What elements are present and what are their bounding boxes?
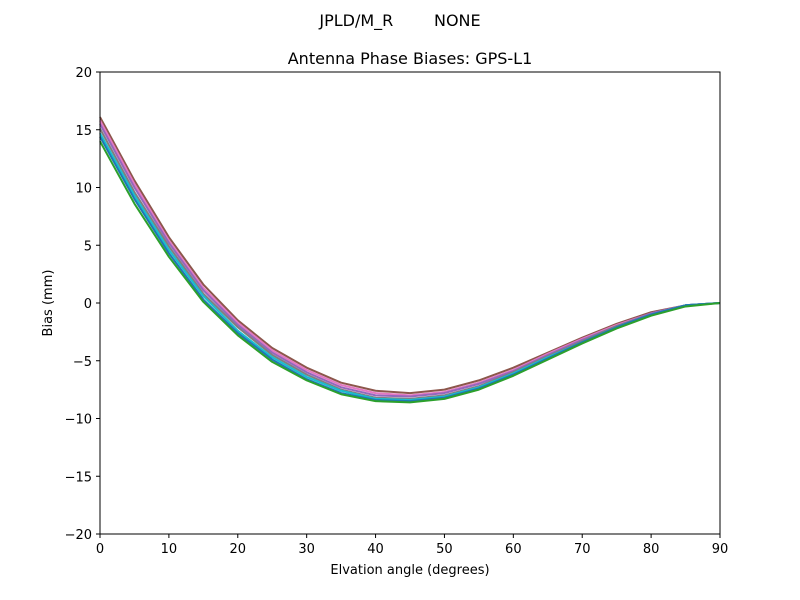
x-tick-label: 0 (96, 542, 104, 557)
y-axis-ticks: −20 −15 −10 −5 0 5 10 15 20 (65, 66, 100, 543)
x-tick-label: 30 (298, 542, 315, 557)
series-line-1 (99, 116, 721, 395)
y-tick-label: −5 (73, 355, 92, 370)
figure-suptitle: JPLD/M_R NONE (318, 11, 480, 31)
x-axis-ticks: 0 10 20 30 40 50 60 70 80 90 (96, 534, 728, 557)
series-layer (99, 116, 721, 404)
x-tick-label: 60 (505, 542, 522, 557)
y-tick-label: −15 (65, 470, 92, 485)
x-axis-label: Elvation angle (degrees) (330, 563, 489, 578)
y-axis-label: Bias (mm) (41, 270, 56, 337)
series-line-2 (99, 120, 721, 397)
x-tick-label: 70 (574, 542, 591, 557)
plot-frame (99, 71, 721, 535)
y-tick-label: −10 (65, 413, 92, 428)
y-tick-label: 20 (75, 66, 92, 81)
x-tick-label: 50 (436, 542, 453, 557)
y-tick-label: 10 (75, 182, 92, 197)
y-tick-label: 15 (75, 124, 92, 139)
y-tick-label: −20 (65, 528, 92, 543)
x-tick-label: 80 (643, 542, 660, 557)
x-tick-label: 10 (161, 542, 178, 557)
series-line-3 (99, 123, 721, 398)
x-tick-label: 90 (712, 542, 729, 557)
series-line-5 (99, 132, 721, 402)
series-line-4 (99, 128, 721, 400)
x-tick-label: 40 (367, 542, 384, 557)
chart-title: Antenna Phase Biases: GPS-L1 (288, 49, 533, 68)
series-line-7 (99, 140, 721, 404)
series-line-6 (99, 136, 721, 403)
y-tick-label: 5 (84, 239, 92, 254)
x-tick-label: 20 (230, 542, 247, 557)
y-tick-label: 0 (84, 297, 92, 312)
